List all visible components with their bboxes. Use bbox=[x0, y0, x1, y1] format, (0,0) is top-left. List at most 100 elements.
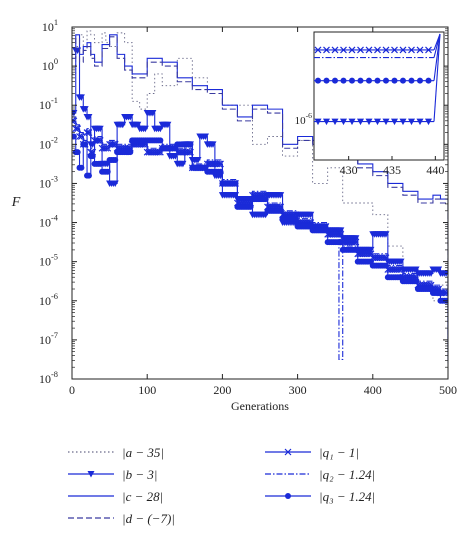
marker-triangle-down-inset-3-369 bbox=[365, 118, 373, 126]
marker-x-inset-0-352 bbox=[348, 46, 356, 54]
marker-triangle-down-1-28-317.5 bbox=[307, 211, 315, 219]
legend: |a − 35| |b − 3| |c − 28| |d − (−7)| |q₁ − 1… bbox=[68, 445, 375, 526]
marker-dot-6-20-297.5 bbox=[292, 215, 299, 222]
marker-x-4-31-495 bbox=[440, 289, 448, 297]
marker-x-4-1-5 bbox=[72, 125, 80, 133]
marker-triangle-down-inset-3-420 bbox=[416, 118, 424, 126]
marker-dot-6-15-197.5 bbox=[217, 168, 224, 175]
y-tick-label: 10-3 bbox=[39, 174, 58, 190]
marker-x-inset-0-318 bbox=[314, 46, 322, 54]
marker-triangle-down-inset-3-318 bbox=[314, 118, 322, 126]
legend-label: |q₁ − 1| bbox=[319, 445, 359, 460]
legend-item-4: |d − (−7)| bbox=[68, 511, 175, 526]
plot-frame bbox=[71, 26, 449, 380]
legend-item-7: |q₃ − 1.24| bbox=[265, 489, 375, 504]
marker-dot-inset-2-420 bbox=[417, 77, 423, 84]
marker-x-4-13-155 bbox=[185, 148, 192, 156]
y-tick-label: 10-1 bbox=[39, 96, 58, 112]
marker-triangle-down-1-9-67.5 bbox=[119, 121, 127, 129]
marker-x-4-6-37.5 bbox=[96, 136, 104, 144]
marker-dot-inset-2-352 bbox=[349, 77, 355, 84]
marker-dot-inset-2-318 bbox=[315, 77, 321, 84]
legend-label: |c − 28| bbox=[122, 489, 163, 504]
marker-triangle-down-inset-3-386 bbox=[382, 118, 390, 126]
marker-dot-6-24-377.5 bbox=[352, 246, 359, 253]
marker-x-4-6-35 bbox=[94, 136, 102, 144]
marker-dot-6-11-117.5 bbox=[157, 137, 164, 144]
y-tick-label: 10-5 bbox=[39, 253, 58, 269]
marker-dot-legend-6 bbox=[285, 493, 291, 499]
marker-x-4-2-10 bbox=[76, 133, 83, 140]
marker-dot-6-26-417.5 bbox=[382, 262, 389, 269]
series-line-4 bbox=[72, 36, 448, 301]
marker-dot-inset-2-386 bbox=[383, 77, 389, 84]
marker-x-inset-0-326.5 bbox=[323, 46, 330, 54]
marker-dot-inset-2-428.5 bbox=[425, 77, 432, 84]
marker-triangle-down-1-13-107.5 bbox=[149, 110, 157, 117]
series-line-3 bbox=[72, 34, 448, 293]
y-tick-label: 10-8 bbox=[39, 370, 58, 386]
marker-dot-inset-2-411.5 bbox=[408, 77, 415, 84]
marker-x-4-27-435 bbox=[395, 266, 403, 273]
marker-triangle-down-1-2-12.5 bbox=[77, 94, 85, 101]
marker-triangle-down-inset-3-394.5 bbox=[391, 118, 398, 126]
marker-triangle-down-inset-3-343.5 bbox=[340, 118, 347, 126]
series-6 bbox=[72, 116, 448, 360]
marker-triangle-down-1-33-417.5 bbox=[382, 231, 390, 238]
marker-x-inset-0-420 bbox=[416, 46, 424, 54]
marker-triangle-down-1-8-57.5 bbox=[111, 180, 119, 187]
marker-triangle-down-inset-3-352 bbox=[348, 118, 356, 126]
marker-dot-inset-2-403 bbox=[400, 77, 406, 84]
axes-layer: 0 100 200 300 400 500 101 100 10-1 10-2 10-3 10-4 10… bbox=[39, 18, 457, 397]
marker-dot-6-22-337.5 bbox=[322, 227, 329, 234]
marker-dot-6-6-37.5 bbox=[97, 160, 104, 167]
marker-x-legend-4 bbox=[284, 448, 292, 456]
y-tick-label: 101 bbox=[42, 18, 58, 34]
series-4 bbox=[72, 36, 448, 301]
marker-dot-6-13-157.5 bbox=[187, 141, 194, 148]
marker-dot-6-0-2.5 bbox=[72, 133, 77, 140]
marker-x-inset-0-360.5 bbox=[357, 46, 364, 54]
marker-dot-6-3-17.5 bbox=[82, 141, 89, 148]
marker-x-inset-0-369 bbox=[365, 46, 373, 54]
marker-dot-6-2-12.5 bbox=[78, 164, 85, 171]
legend-label: |q₂ − 1.24| bbox=[319, 467, 375, 482]
legend-label: |q₃ − 1.24| bbox=[319, 489, 375, 504]
marker-triangle-down-1-4-22.5 bbox=[85, 113, 93, 121]
marker-dot-6-5-27.5 bbox=[89, 153, 96, 160]
marker-dot-6-7-47.5 bbox=[104, 168, 111, 175]
marker-triangle-down-1-19-167.5 bbox=[194, 156, 202, 164]
series-line-6 bbox=[72, 116, 448, 360]
x-axis-label: Generations bbox=[231, 399, 289, 413]
series-line-1 bbox=[72, 30, 448, 302]
inset-rise-4 bbox=[433, 33, 441, 122]
marker-triangle-down-1-20-177.5 bbox=[201, 133, 209, 141]
marker-x-4-15-195 bbox=[215, 160, 223, 168]
inset-x-tick-label: 430 bbox=[340, 163, 358, 177]
series-layer bbox=[72, 30, 448, 364]
marker-dot-6-19-277.5 bbox=[277, 207, 284, 214]
marker-triangle-down-1-21-187.5 bbox=[209, 141, 217, 148]
marker-triangle-down-1-11-87.5 bbox=[134, 121, 142, 129]
marker-x-4-31-497.5 bbox=[442, 289, 448, 297]
marker-dot-6-1-7.5 bbox=[74, 149, 81, 156]
marker-dot-inset-2-335 bbox=[332, 77, 338, 84]
marker-triangle-down-inset-3-335 bbox=[331, 118, 339, 126]
series-3 bbox=[72, 34, 448, 293]
marker-x-inset-0-377.5 bbox=[374, 46, 381, 54]
inset-x-tick-label: 440 bbox=[426, 163, 444, 177]
marker-dot-6-4-22.5 bbox=[85, 172, 92, 179]
marker-x-inset-0-394.5 bbox=[391, 46, 398, 54]
marker-triangle-down-1-35-457.5 bbox=[412, 266, 420, 273]
inset-y-tick-label: 10-6 bbox=[295, 111, 313, 127]
marker-triangle-down-inset-3-403 bbox=[399, 118, 407, 126]
marker-x-4-24-377.5 bbox=[352, 238, 360, 246]
x-tick-label: 300 bbox=[289, 383, 307, 397]
series-1 bbox=[72, 30, 448, 302]
x-tick-label: 0 bbox=[69, 383, 75, 397]
marker-x-4-24-375 bbox=[350, 238, 358, 246]
legend-item-5: |q₁ − 1| bbox=[265, 445, 359, 460]
legend-label: |b − 3| bbox=[122, 467, 157, 482]
legend-item-3: |c − 28| bbox=[68, 489, 163, 504]
